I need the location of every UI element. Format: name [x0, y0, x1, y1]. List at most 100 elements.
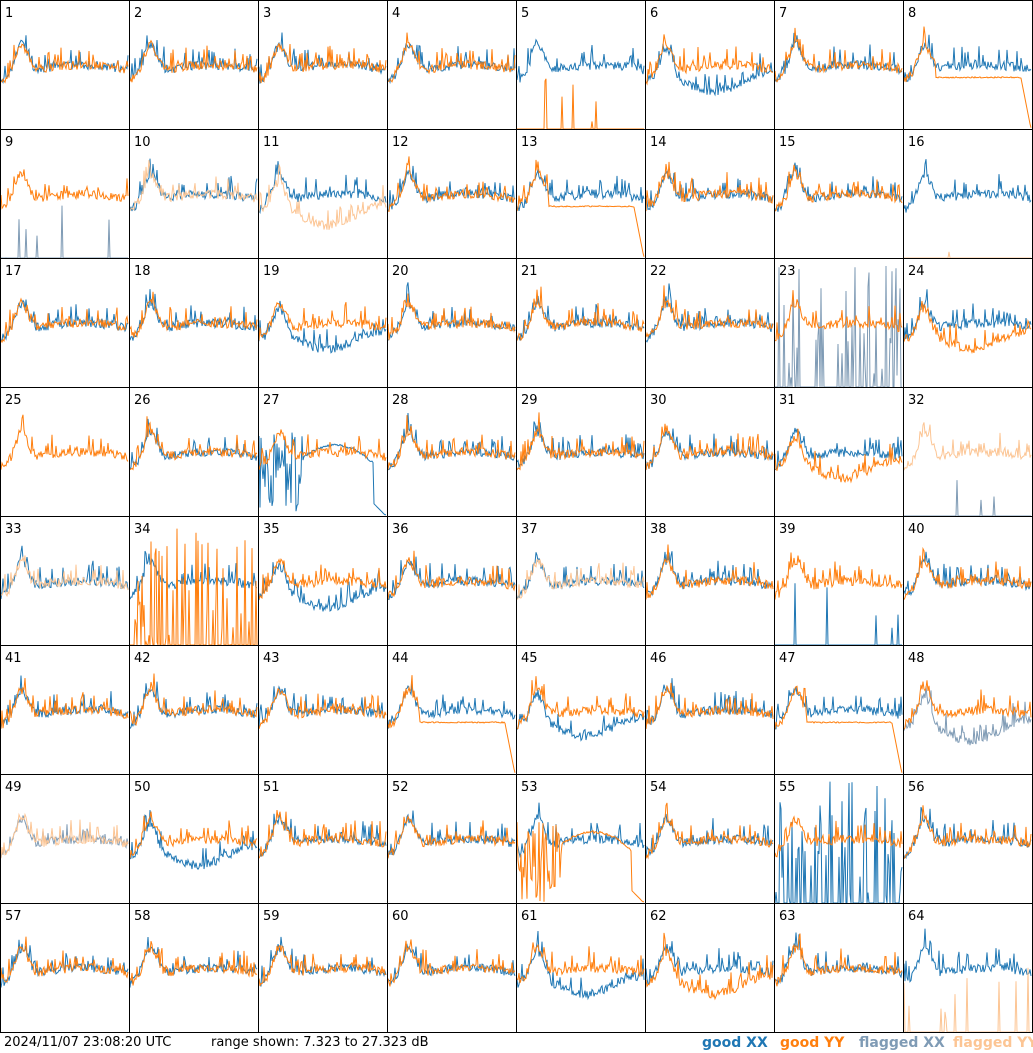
panel-20-xx-line [387, 282, 516, 341]
panel-38-xx-line [645, 551, 774, 597]
panel-label: 15 [779, 135, 796, 150]
panel-label: 11 [263, 135, 280, 150]
panel-label: 21 [521, 264, 538, 279]
panel-61-xx-line [516, 930, 645, 1001]
legend-flagged-xx: flagged XX [859, 1035, 945, 1051]
panel-label: 37 [521, 522, 538, 537]
panel-39-xx-line [775, 583, 902, 646]
panel-label: 2 [134, 6, 142, 21]
panel-label: 46 [650, 651, 667, 666]
panel-49-xx-line [0, 815, 129, 859]
panel-39-yy-line [774, 552, 903, 600]
panel-43-yy-line [258, 687, 387, 729]
panel-label: 41 [5, 651, 22, 666]
panel-60-yy-line [387, 939, 516, 987]
panel-37-yy-line [516, 559, 645, 600]
panel-label: 28 [392, 393, 409, 408]
panel-label: 8 [908, 6, 916, 21]
panel-label: 10 [134, 135, 151, 150]
panel-label: 57 [5, 909, 22, 924]
panel-52-yy-line [387, 814, 516, 859]
panel-50-yy-line [129, 811, 258, 859]
panel-57-yy-line [0, 936, 129, 983]
panel-19-yy-line [258, 301, 387, 341]
panel-label: 62 [650, 909, 667, 924]
panel-18-xx-line [129, 289, 258, 341]
footer: 2024/11/07 23:08:20 UTC range shown: 7.3… [0, 1033, 1033, 1053]
panel-47-yy-line [774, 685, 903, 773]
panel-9-xx-line [1, 205, 128, 259]
panel-44-yy-line [387, 675, 516, 773]
panel-2-xx-line [129, 35, 258, 82]
panel-label: 14 [650, 135, 667, 150]
panel-label: 47 [779, 651, 796, 666]
panel-label: 49 [5, 780, 22, 795]
panel-35-yy-line [258, 558, 387, 600]
panel-label: 53 [521, 780, 538, 795]
panel-53-yy-line [516, 822, 644, 903]
panel-label: 20 [392, 264, 409, 279]
panel-55-xx-line [774, 781, 903, 904]
panel-10-yy-line [129, 159, 258, 212]
panel-label: 45 [521, 651, 538, 666]
panel-58-yy-line [129, 941, 258, 986]
panel-35-xx-line [258, 561, 387, 612]
panel-label: 42 [134, 651, 151, 666]
panel-29-xx-line [516, 421, 645, 469]
range-text: range shown: 7.323 to 27.323 dB [211, 1035, 429, 1050]
panel-1-xx-line [0, 35, 129, 84]
panel-3-xx-line [258, 32, 387, 84]
panel-42-xx-line [129, 681, 258, 729]
panel-15-yy-line [774, 164, 903, 212]
panel-50-xx-line [129, 809, 258, 871]
legend-good-yy: good YY [780, 1035, 845, 1051]
panel-6-yy-line [645, 34, 774, 86]
panel-label: 18 [134, 264, 151, 279]
panel-6-xx-line [645, 43, 774, 97]
panel-18-yy-line [129, 291, 258, 339]
panel-label: 16 [908, 135, 925, 150]
panel-21-yy-line [516, 286, 645, 342]
panel-5-xx-line [516, 38, 645, 83]
panel-27-xx-line [258, 432, 386, 516]
panel-22-xx-line [645, 283, 774, 343]
panel-2-yy-line [129, 39, 258, 83]
panel-36-xx-line [387, 556, 516, 601]
panel-label: 63 [779, 909, 796, 924]
panel-label: 7 [779, 6, 787, 21]
panel-63-xx-line [774, 932, 903, 985]
panel-label: 30 [650, 393, 667, 408]
panel-label: 27 [263, 393, 280, 408]
panel-56-yy-line [903, 805, 1032, 859]
panel-34-yy-line [130, 528, 258, 646]
panel-17-xx-line [0, 299, 129, 341]
panel-24-yy-line [903, 300, 1032, 354]
legend-flagged-yy: flagged YY [953, 1035, 1033, 1051]
panel-40-xx-line [903, 551, 1032, 597]
panel-label: 64 [908, 909, 925, 924]
panel-56-xx-line [903, 807, 1032, 860]
panel-label: 23 [779, 264, 796, 279]
panel-16-xx-line [903, 159, 1032, 213]
panel-label: 50 [134, 780, 151, 795]
panel-label: 52 [392, 780, 409, 795]
panel-63-yy-line [774, 933, 903, 987]
panel-label: 25 [5, 393, 22, 408]
panel-8-xx-line [903, 34, 1032, 82]
panel-label: 40 [908, 522, 925, 537]
panel-15-xx-line [774, 162, 903, 212]
panel-53-xx-line [516, 802, 645, 859]
panel-label: 59 [263, 909, 280, 924]
panel-label: 3 [263, 6, 271, 21]
panel-label: 13 [521, 135, 538, 150]
panel-38-yy-line [645, 544, 774, 600]
panel-51-yy-line [258, 810, 387, 859]
panel-label: 1 [5, 6, 13, 21]
panel-6-frame [645, 0, 775, 130]
panel-16-yy-line [904, 251, 1031, 259]
panel-label: 51 [263, 780, 280, 795]
panel-label: 19 [263, 264, 280, 279]
panel-label: 35 [263, 522, 280, 537]
panel-36-yy-line [387, 550, 516, 600]
